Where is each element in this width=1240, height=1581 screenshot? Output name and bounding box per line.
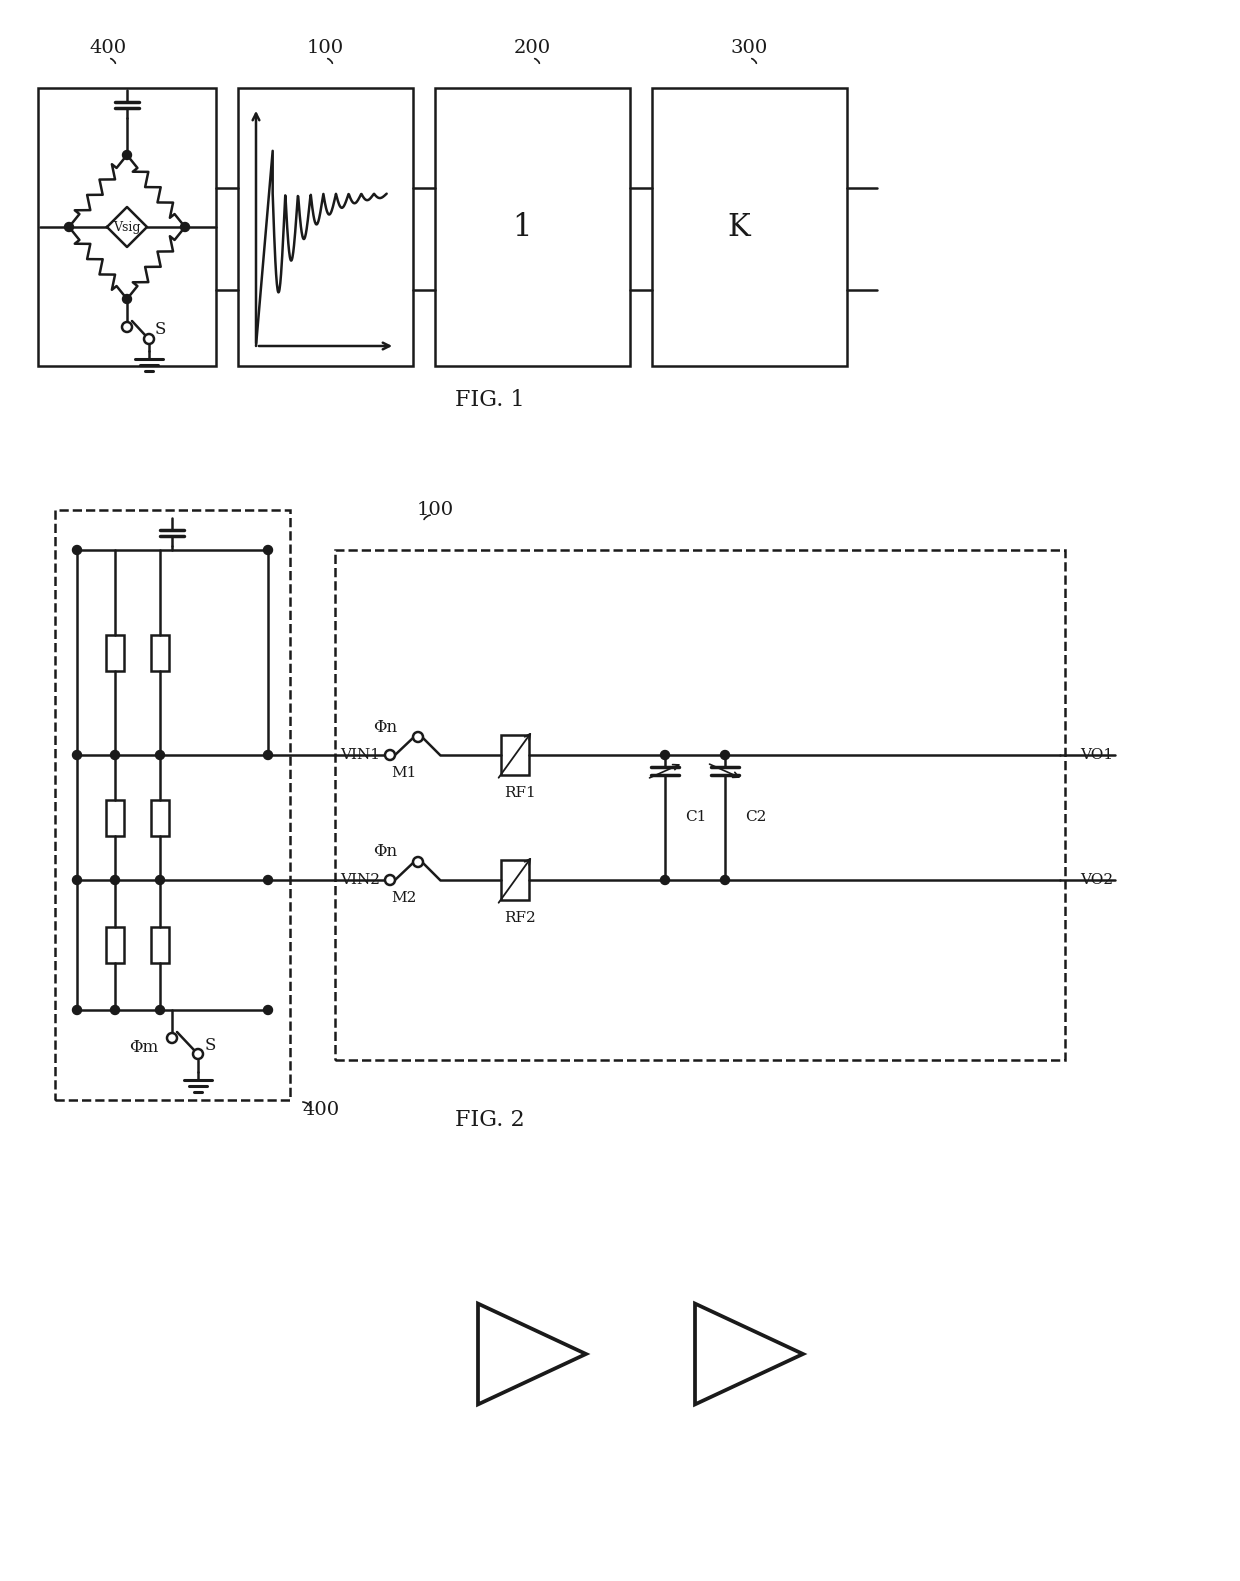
- Circle shape: [384, 749, 396, 760]
- Text: 400: 400: [303, 1100, 339, 1119]
- Text: Φm: Φm: [129, 1039, 159, 1056]
- Bar: [151, 800, 169, 835]
- Text: S: S: [155, 321, 166, 337]
- Bar: [55, 511, 290, 1100]
- Circle shape: [72, 751, 82, 759]
- Text: 200: 200: [513, 40, 551, 57]
- Text: 1: 1: [512, 212, 532, 242]
- Circle shape: [123, 150, 131, 160]
- Bar: [38, 89, 216, 365]
- Circle shape: [263, 751, 273, 759]
- Circle shape: [64, 223, 73, 231]
- Bar: [105, 926, 124, 963]
- Circle shape: [144, 334, 154, 345]
- Text: Φn: Φn: [373, 718, 397, 735]
- Circle shape: [661, 751, 670, 759]
- Bar: [501, 735, 529, 775]
- Text: Vsig: Vsig: [113, 220, 141, 234]
- Text: S: S: [205, 1037, 216, 1055]
- Bar: [652, 89, 847, 365]
- Text: K: K: [728, 212, 750, 242]
- Circle shape: [263, 876, 273, 884]
- Bar: [501, 860, 529, 900]
- Bar: [435, 89, 630, 365]
- Circle shape: [263, 545, 273, 555]
- Circle shape: [167, 1032, 177, 1043]
- Text: C1: C1: [684, 809, 707, 824]
- Text: 100: 100: [306, 40, 343, 57]
- Text: 100: 100: [417, 501, 454, 519]
- Text: RF1: RF1: [505, 786, 536, 800]
- Text: VIN2: VIN2: [340, 873, 379, 887]
- Text: FIG. 1: FIG. 1: [455, 389, 525, 411]
- Text: M2: M2: [392, 892, 417, 904]
- Circle shape: [720, 751, 729, 759]
- Text: 300: 300: [730, 40, 768, 57]
- Text: M1: M1: [392, 767, 417, 779]
- Circle shape: [263, 1006, 273, 1015]
- Circle shape: [720, 876, 729, 884]
- Bar: [335, 550, 1065, 1059]
- Bar: [151, 926, 169, 963]
- Bar: [238, 89, 413, 365]
- Text: C2: C2: [745, 809, 766, 824]
- Text: FIG. 2: FIG. 2: [455, 1108, 525, 1130]
- Text: VO2: VO2: [1080, 873, 1114, 887]
- Text: RF2: RF2: [505, 911, 536, 925]
- Text: Φn: Φn: [373, 844, 397, 860]
- Circle shape: [155, 876, 165, 884]
- Circle shape: [122, 323, 131, 332]
- Circle shape: [181, 223, 190, 231]
- Bar: [105, 634, 124, 670]
- Circle shape: [72, 545, 82, 555]
- Circle shape: [72, 876, 82, 884]
- Circle shape: [193, 1050, 203, 1059]
- Circle shape: [110, 751, 119, 759]
- Circle shape: [413, 732, 423, 741]
- Circle shape: [110, 1006, 119, 1015]
- Circle shape: [384, 874, 396, 885]
- Circle shape: [155, 1006, 165, 1015]
- Text: VIN1: VIN1: [340, 748, 379, 762]
- Bar: [151, 634, 169, 670]
- Circle shape: [110, 876, 119, 884]
- Text: 400: 400: [89, 40, 126, 57]
- Circle shape: [661, 876, 670, 884]
- Circle shape: [72, 1006, 82, 1015]
- Circle shape: [123, 294, 131, 304]
- Circle shape: [155, 751, 165, 759]
- Circle shape: [413, 857, 423, 866]
- Bar: [105, 800, 124, 835]
- Text: VO1: VO1: [1080, 748, 1114, 762]
